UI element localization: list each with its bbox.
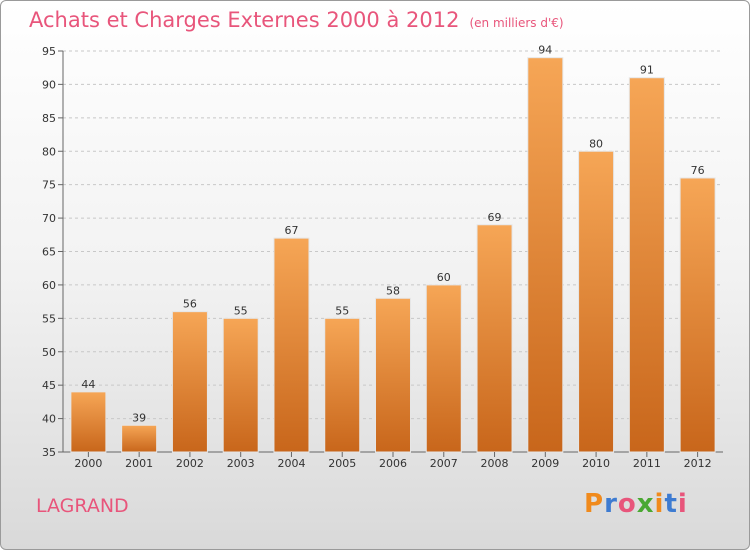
title-text: Achats et Charges Externes 2000 à 2012 <box>29 8 460 32</box>
data-label: 60 <box>437 271 451 284</box>
commune-name: LAGRAND <box>36 495 129 517</box>
y-tick-label: 95 <box>42 45 56 58</box>
logo-letter: i <box>654 489 665 519</box>
data-label: 69 <box>488 211 502 224</box>
data-label: 39 <box>132 411 146 424</box>
logo-letter: P <box>584 489 605 519</box>
y-tick-label: 50 <box>42 346 56 359</box>
data-label: 55 <box>335 304 349 317</box>
y-tick-label: 85 <box>42 112 56 125</box>
y-tick-label: 40 <box>42 413 56 426</box>
y-tick-label: 75 <box>42 179 56 192</box>
bar <box>527 57 564 453</box>
bar <box>171 311 208 453</box>
x-tick-label: 2002 <box>176 457 204 470</box>
bar <box>425 284 462 453</box>
x-tick-label: 2001 <box>125 457 153 470</box>
x-tick-label: 2005 <box>328 457 356 470</box>
bar <box>70 391 107 453</box>
bar <box>578 150 615 453</box>
bar <box>679 177 716 453</box>
x-tick-label: 2009 <box>531 457 559 470</box>
x-tick-label: 2006 <box>379 457 407 470</box>
data-label: 91 <box>640 64 654 77</box>
data-label: 94 <box>538 44 552 57</box>
bar <box>476 224 513 453</box>
y-tick-label: 60 <box>42 279 56 292</box>
y-tick-label: 45 <box>42 379 56 392</box>
x-tick-label: 2012 <box>684 457 712 470</box>
data-label: 56 <box>183 298 197 311</box>
data-label: 58 <box>386 284 400 297</box>
data-label: 80 <box>589 137 603 150</box>
y-tick-label: 65 <box>42 246 56 259</box>
data-label: 76 <box>691 164 705 177</box>
logo-letter: x <box>636 489 655 519</box>
x-tick-label: 2011 <box>633 457 661 470</box>
chart-subtitle: (en milliers d'€) <box>469 16 564 30</box>
y-tick-label: 35 <box>42 446 56 459</box>
x-tick-label: 2008 <box>481 457 509 470</box>
x-tick-label: 2010 <box>582 457 610 470</box>
x-tick-label: 2004 <box>277 457 305 470</box>
y-tick-label: 90 <box>42 78 56 91</box>
bar <box>375 297 411 453</box>
y-tick-label: 80 <box>42 145 56 158</box>
logo-letter: t <box>664 489 678 519</box>
chart-title: Achats et Charges Externes 2000 à 2012 (e… <box>29 8 564 32</box>
bar <box>273 237 310 453</box>
logo-letter: i <box>677 489 688 519</box>
logo-letter: r <box>604 489 618 519</box>
x-tick-label: 2007 <box>430 457 458 470</box>
x-tick-label: 2003 <box>227 457 255 470</box>
data-label: 67 <box>284 224 298 237</box>
data-label: 55 <box>234 304 248 317</box>
proxiti-logo: Proxiti <box>584 489 688 519</box>
x-tick-label: 2000 <box>74 457 102 470</box>
bar <box>628 77 665 453</box>
bar <box>324 317 361 453</box>
bar <box>121 424 158 453</box>
y-tick-label: 70 <box>42 212 56 225</box>
data-label: 44 <box>81 378 95 391</box>
logo-letter: o <box>617 489 637 519</box>
bar <box>222 317 259 453</box>
y-tick-label: 55 <box>42 312 56 325</box>
